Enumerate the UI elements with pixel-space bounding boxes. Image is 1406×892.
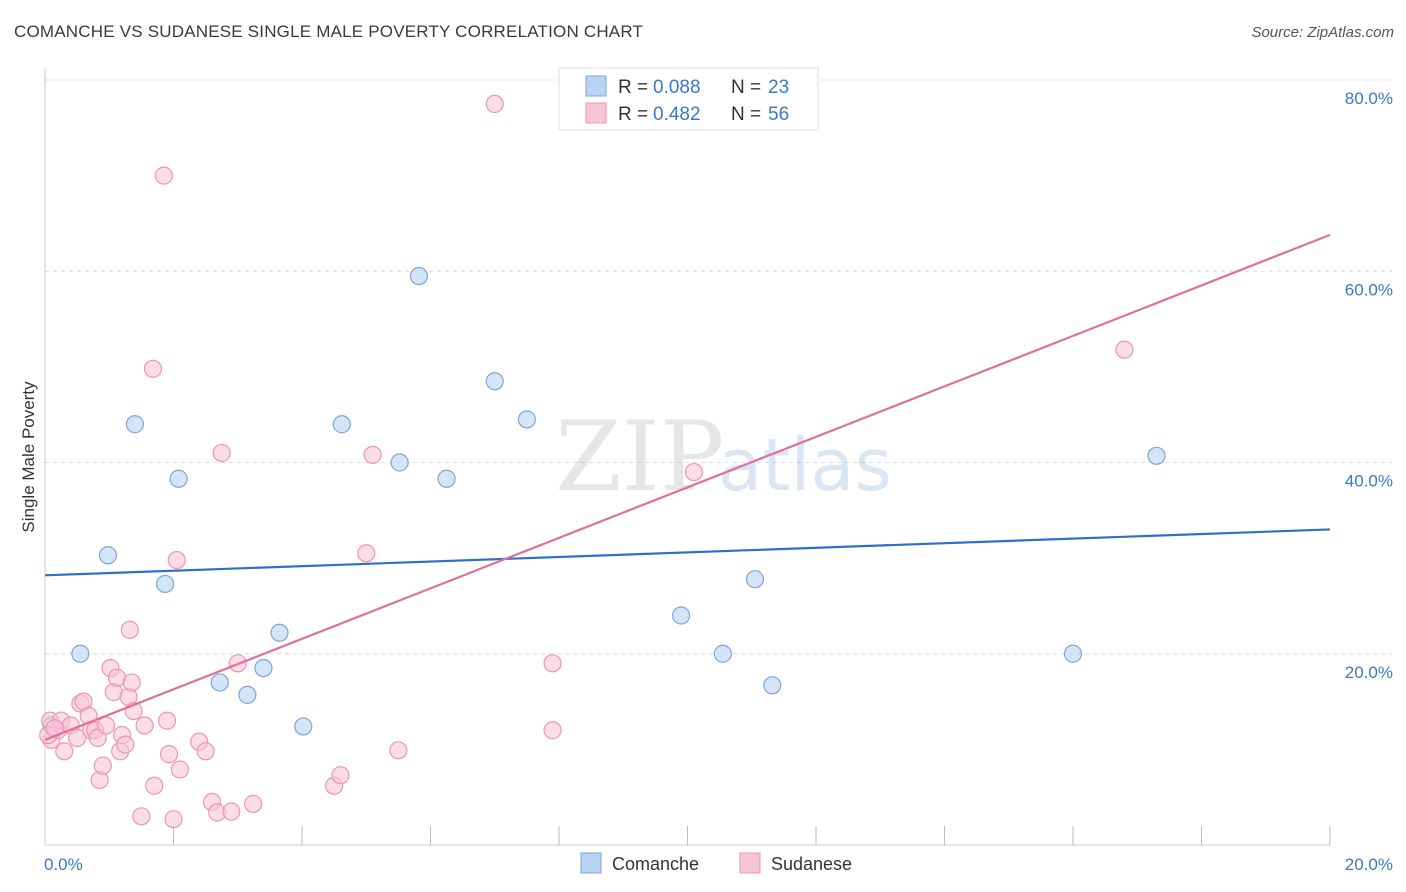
legend-sudanese-r-value: 0.482 <box>653 104 701 125</box>
tick-labels: 20.0% 40.0% 60.0% 80.0% 0.0% 20.0% <box>44 89 1393 874</box>
point-comanche <box>254 658 273 678</box>
point-comanche <box>71 644 90 663</box>
point-sudanese <box>143 359 163 378</box>
axes <box>44 68 1331 846</box>
point-sudanese <box>1115 340 1134 359</box>
point-sudanese <box>363 445 382 464</box>
point-sudanese <box>88 728 107 748</box>
point-sudanese <box>135 716 154 735</box>
point-sudanese <box>167 550 186 570</box>
point-sudanese <box>122 673 141 692</box>
y-tick-label: 20.0% <box>1345 663 1393 682</box>
point-sudanese <box>93 756 112 775</box>
point-comanche <box>745 570 765 589</box>
point-comanche <box>125 415 145 434</box>
legend-sudanese-r-label: R = <box>618 104 648 125</box>
point-sudanese <box>170 760 190 779</box>
point-comanche <box>409 266 429 286</box>
bottom-legend-swatch-sudanese <box>739 852 761 874</box>
point-sudanese <box>154 166 173 185</box>
point-sudanese <box>55 742 74 761</box>
watermark: ZIP atlas <box>555 401 892 513</box>
series-legend: Comanche Sudanese <box>580 852 852 874</box>
point-sudanese <box>68 728 87 748</box>
legend-sudanese-n-label: N = <box>731 104 761 125</box>
y-tick-label: 60.0% <box>1345 280 1393 299</box>
y-tick-label: 80.0% <box>1345 89 1393 108</box>
point-sudanese <box>244 794 263 813</box>
point-comanche <box>1147 446 1166 465</box>
point-sudanese <box>331 766 350 785</box>
y-tick-label: 40.0% <box>1345 472 1393 491</box>
point-comanche <box>270 623 289 642</box>
x-tick-label-max: 20.0% <box>1345 855 1393 874</box>
legend-swatch-comanche <box>585 75 607 97</box>
point-comanche <box>517 410 536 429</box>
correlation-legend: R = 0.088 N = 23 R = 0.482 N = 56 <box>558 67 819 131</box>
legend-comanche-n-value: 23 <box>768 77 789 98</box>
point-sudanese <box>543 721 562 740</box>
x-tick-label-min: 0.0% <box>44 855 83 874</box>
point-comanche <box>98 546 118 565</box>
y-axis-label: Single Male Poverty <box>19 381 38 533</box>
bottom-legend-swatch-comanche <box>580 852 602 874</box>
point-sudanese <box>543 654 562 673</box>
chart-title: COMANCHE VS SUDANESE SINGLE MALE POVERTY… <box>14 22 644 41</box>
point-sudanese <box>157 711 177 730</box>
point-sudanese <box>132 807 151 826</box>
point-comanche <box>156 574 175 594</box>
point-sudanese <box>120 620 139 639</box>
point-sudanese <box>389 741 408 760</box>
trend-line-comanche <box>44 528 1331 577</box>
point-sudanese <box>196 742 215 761</box>
point-comanche <box>485 372 504 391</box>
point-comanche <box>238 685 257 704</box>
point-sudanese <box>145 776 164 795</box>
point-sudanese <box>222 802 241 821</box>
source-credit: Source: ZipAtlas.com <box>1251 24 1394 41</box>
watermark-zip: ZIP <box>555 401 724 513</box>
point-comanche <box>671 606 691 625</box>
point-comanche <box>390 453 409 472</box>
bottom-legend-sudanese: Sudanese <box>771 854 852 874</box>
bottom-legend-comanche: Comanche <box>612 854 699 874</box>
point-comanche <box>437 469 456 488</box>
point-comanche <box>1063 644 1083 663</box>
point-sudanese <box>159 745 179 764</box>
legend-comanche-n-label: N = <box>731 77 761 98</box>
legend-sudanese-n-value: 56 <box>768 104 789 125</box>
data-points <box>39 94 1166 829</box>
point-sudanese <box>116 735 135 754</box>
point-comanche <box>332 415 351 434</box>
point-sudanese <box>212 443 231 463</box>
trend-lines <box>44 233 1331 741</box>
point-sudanese <box>684 462 704 482</box>
point-sudanese <box>96 716 116 735</box>
legend-comanche-r-value: 0.088 <box>653 77 701 98</box>
point-comanche <box>210 673 229 692</box>
point-sudanese <box>357 544 376 563</box>
point-sudanese <box>164 810 183 829</box>
point-comanche <box>763 676 782 695</box>
point-comanche <box>294 717 313 736</box>
legend-comanche-r-label: R = <box>618 77 648 98</box>
point-comanche <box>713 644 732 663</box>
point-sudanese <box>485 94 504 114</box>
point-comanche <box>169 469 188 488</box>
trend-line-sudanese <box>44 233 1331 741</box>
legend-swatch-sudanese <box>585 102 607 124</box>
